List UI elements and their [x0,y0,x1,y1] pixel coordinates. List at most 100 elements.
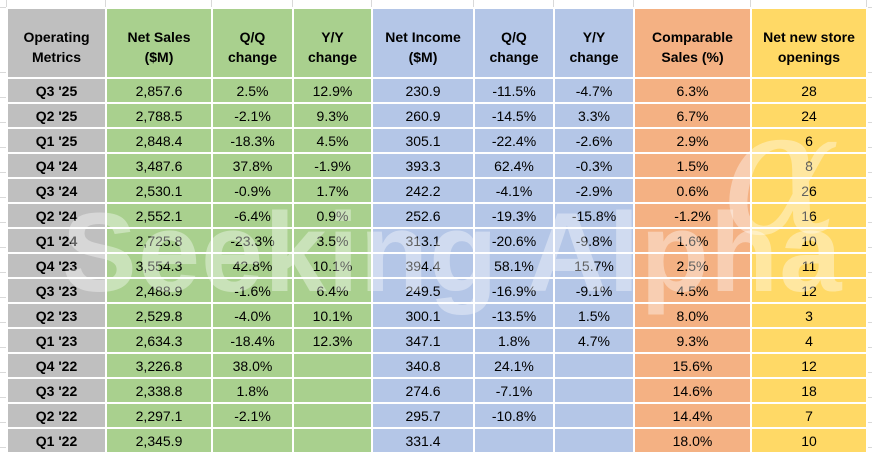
header-row: Operating Metrics Net Sales ($M) Q/Q cha… [6,7,868,79]
row-label-quarter: Q1 '24 [6,227,107,254]
row-label-quarter: Q4 '24 [6,152,107,179]
table-cell-comp_sales: 18.0% [633,427,752,452]
table-cell-net_sales: 3,487.6 [105,152,213,179]
table-cell-ni_qq: -22.4% [473,127,555,154]
table-cell-ns_qq: -2.1% [211,102,294,129]
table-cell-ns_yy [292,427,373,452]
table-cell-ns_yy [292,352,373,379]
table-cell-new_stores: 3 [750,302,868,329]
table-cell-new_stores: 7 [750,402,868,429]
table-cell-ns_yy: 12.9% [292,77,373,104]
table-cell-comp_sales: 15.6% [633,352,752,379]
table-cell-ns_qq: 1.8% [211,377,294,404]
table-cell-net_sales: 2,788.5 [105,102,213,129]
row-label-quarter: Q4 '22 [6,352,107,379]
table-cell-ni_yy: -4.7% [553,77,635,104]
table-cell-ni_yy: 3.3% [553,102,635,129]
table-cell-ni_yy: -15.8% [553,202,635,229]
table-cell-net_income: 300.1 [371,302,475,329]
table-cell-ns_qq: -6.4% [211,202,294,229]
table-cell-ni_yy: -0.3% [553,152,635,179]
table-cell-comp_sales: 8.0% [633,302,752,329]
row-label-quarter: Q3 '24 [6,177,107,204]
table-cell-ni_yy [553,402,635,429]
table-cell-ni_qq: -16.9% [473,277,555,304]
table-cell-ni_yy [553,352,635,379]
table-cell-comp_sales: 2.9% [633,127,752,154]
table-cell-net_income: 242.2 [371,177,475,204]
row-label-quarter: Q1 '22 [6,427,107,452]
table-cell-new_stores: 10 [750,427,868,452]
row-label-quarter: Q3 '22 [6,377,107,404]
row-label-quarter: Q1 '23 [6,327,107,354]
table-cell-ns_qq: 37.8% [211,152,294,179]
table-cell-ni_yy: 1.5% [553,302,635,329]
table-cell-ns_yy: 10.1% [292,302,373,329]
header-comparable-sales: Comparable Sales (%) [633,7,752,79]
table-cell-net_income: 340.8 [371,352,475,379]
table-cell-new_stores: 16 [750,202,868,229]
table-cell-net_sales: 3,554.3 [105,252,213,279]
table-cell-ni_yy: -9.8% [553,227,635,254]
table-cell-comp_sales: 1.6% [633,227,752,254]
table-cell-new_stores: 28 [750,77,868,104]
table-cell-net_income: 252.6 [371,202,475,229]
table-cell-ns_qq: -0.9% [211,177,294,204]
table-cell-comp_sales: 6.7% [633,102,752,129]
table-cell-ni_qq: 24.1% [473,352,555,379]
table-cell-ns_yy: 6.4% [292,277,373,304]
table-cell-net_income: 347.1 [371,327,475,354]
header-net-income-qq-change: Q/Q change [473,7,555,79]
table-cell-ni_yy: -9.1% [553,277,635,304]
table-cell-ns_yy [292,377,373,404]
table-cell-ns_yy [292,402,373,429]
header-net-sales: Net Sales ($M) [105,7,213,79]
table-cell-ns_yy: 3.5% [292,227,373,254]
table-cell-new_stores: 10 [750,227,868,254]
table-cell-net_sales: 2,338.8 [105,377,213,404]
table-cell-ni_qq: 62.4% [473,152,555,179]
table-row: Q2 '23 2,529.8 -4.0% 10.1% 300.1 -13.5% 1.5% 8.… [6,302,868,329]
table-cell-ns_qq: -23.3% [211,227,294,254]
table-cell-comp_sales: 4.5% [633,277,752,304]
table-cell-ni_qq: -11.5% [473,77,555,104]
header-net-new-store-openings: Net new store openings [750,7,868,79]
table-cell-new_stores: 26 [750,177,868,204]
row-label-quarter: Q2 '25 [6,102,107,129]
table-cell-net_sales: 2,488.9 [105,277,213,304]
table-cell-new_stores: 11 [750,252,868,279]
table-cell-net_sales: 2,857.6 [105,77,213,104]
table-cell-comp_sales: 9.3% [633,327,752,354]
table-cell-net_income: 394.4 [371,252,475,279]
table-cell-new_stores: 6 [750,127,868,154]
table-row: Q1 '24 2,725.8 -23.3% 3.5% 313.1 -20.6% -9.8% 1… [6,227,868,254]
table-cell-new_stores: 12 [750,352,868,379]
table-cell-net_income: 260.9 [371,102,475,129]
table-cell-ns_yy: 9.3% [292,102,373,129]
table-cell-net_income: 313.1 [371,227,475,254]
table-cell-comp_sales: 0.6% [633,177,752,204]
table-cell-ns_yy: 0.9% [292,202,373,229]
table-cell-ni_yy: -2.9% [553,177,635,204]
operating-metrics-table: Operating Metrics Net Sales ($M) Q/Q cha… [6,7,868,452]
table-cell-net_income: 295.7 [371,402,475,429]
table-cell-ns_yy: 4.5% [292,127,373,154]
table-cell-new_stores: 18 [750,377,868,404]
table-cell-ni_qq: 1.8% [473,327,555,354]
table-cell-net_sales: 2,345.9 [105,427,213,452]
table-body: Q3 '25 2,857.6 2.5% 12.9% 230.9 -11.5% -4.7% 6.… [6,77,868,452]
header-operating-metrics: Operating Metrics [6,7,107,79]
table-cell-net_income: 274.6 [371,377,475,404]
table-cell-net_income: 230.9 [371,77,475,104]
table-cell-net_sales: 2,848.4 [105,127,213,154]
table-cell-comp_sales: 14.6% [633,377,752,404]
table-cell-ni_yy [553,377,635,404]
table-cell-ns_qq: -2.1% [211,402,294,429]
row-label-quarter: Q1 '25 [6,127,107,154]
table-cell-comp_sales: 6.3% [633,77,752,104]
table-row: Q1 '22 2,345.9 331.4 18.0% 10 [6,427,868,452]
table-cell-net_income: 305.1 [371,127,475,154]
header-net-sales-qq-change: Q/Q change [211,7,294,79]
table-cell-net_sales: 2,529.8 [105,302,213,329]
